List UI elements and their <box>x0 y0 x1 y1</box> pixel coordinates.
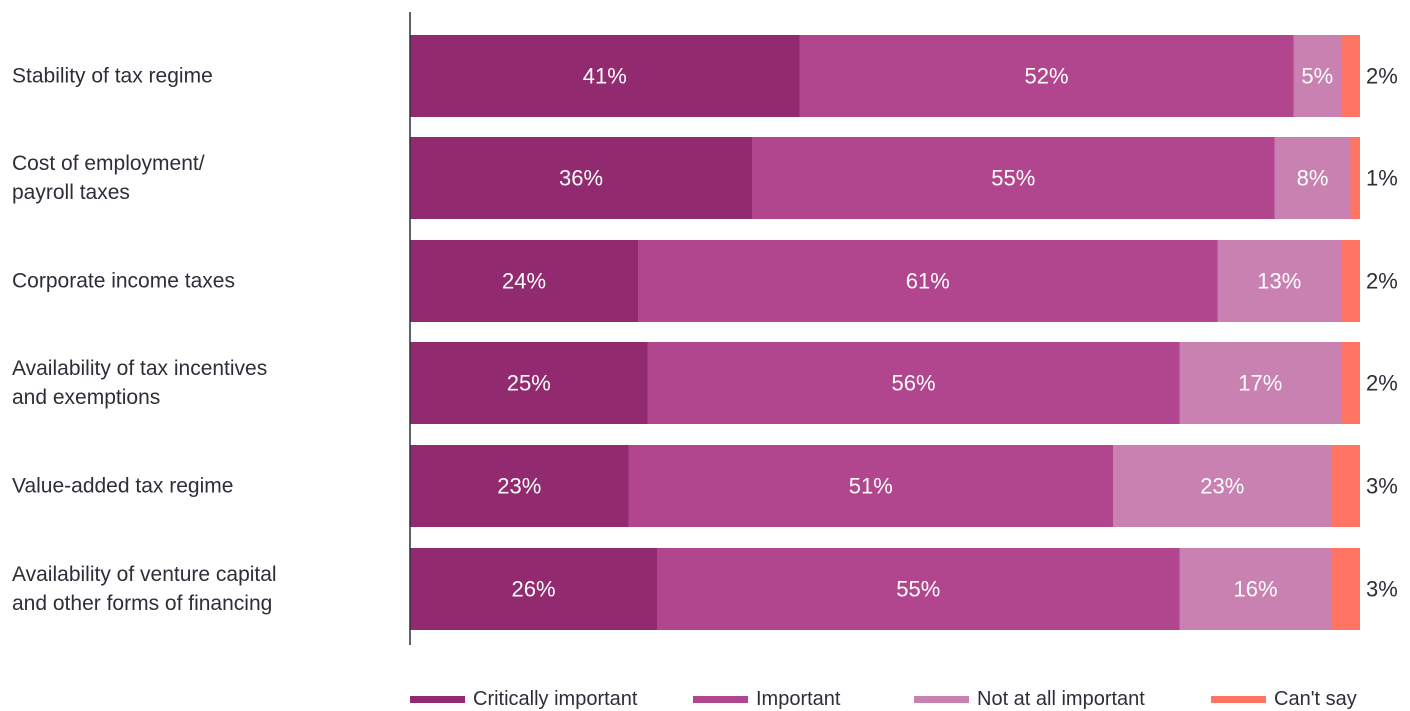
category-label: and exemptions <box>12 386 160 409</box>
bar-segment <box>1179 548 1332 630</box>
data-label: 36% <box>559 166 603 191</box>
legend-swatch <box>1211 696 1266 703</box>
data-label: 2% <box>1366 371 1398 396</box>
data-label: 13% <box>1257 269 1301 294</box>
category-label: Stability of tax regime <box>12 65 213 88</box>
bar-segment <box>1274 137 1351 219</box>
bar-segment <box>410 35 800 117</box>
legend-swatch <box>693 696 748 703</box>
data-label: 17% <box>1238 371 1282 396</box>
bar-segment <box>1341 342 1360 424</box>
bar-segment <box>638 240 1218 322</box>
data-label: 61% <box>906 269 950 294</box>
bar-segment <box>1350 137 1360 219</box>
bar-segment <box>410 342 648 424</box>
bar-segment <box>1217 240 1341 322</box>
legend-swatch <box>410 696 465 703</box>
bar-segment <box>410 137 752 219</box>
legend-label: Can't say <box>1274 688 1357 710</box>
bar-segment <box>1341 35 1360 117</box>
category-label: Availability of tax incentives <box>12 357 267 380</box>
category-label: and other forms of financing <box>12 592 272 615</box>
data-label: 3% <box>1366 474 1398 499</box>
category-labels-group: Stability of tax regime Cost of employmen… <box>12 65 277 616</box>
legend-label: Critically important <box>473 688 638 710</box>
bars-group: 41% 52% 5% 2% 36% 55% 8% 1% 24% 61% 13% 2% 25% 56% 17%… <box>410 35 1398 630</box>
bar-segment <box>410 240 638 322</box>
bar-segment <box>410 445 629 527</box>
category-label: Cost of employment/ <box>12 152 205 175</box>
data-label: 52% <box>1024 64 1068 89</box>
data-label: 55% <box>991 166 1035 191</box>
data-label: 1% <box>1366 166 1398 191</box>
bar-segment <box>410 548 657 630</box>
bar-segment <box>1331 548 1360 630</box>
data-label: 25% <box>507 371 551 396</box>
legend-swatch <box>914 696 969 703</box>
category-label: Corporate income taxes <box>12 270 235 293</box>
bar-segment <box>647 342 1180 424</box>
data-label: 26% <box>511 577 555 602</box>
data-label: 3% <box>1366 577 1398 602</box>
data-label: 41% <box>583 64 627 89</box>
data-label: 56% <box>891 371 935 396</box>
data-label: 23% <box>497 474 541 499</box>
bar-segment <box>799 35 1294 117</box>
data-label: 51% <box>849 474 893 499</box>
data-label: 5% <box>1301 64 1333 89</box>
bar-segment <box>1293 35 1341 117</box>
bar-segment <box>657 548 1180 630</box>
data-label: 24% <box>502 269 546 294</box>
legend-label: Important <box>756 688 841 710</box>
data-label: 23% <box>1200 474 1244 499</box>
category-label: Value-added tax regime <box>12 475 233 498</box>
bar-segment <box>1331 445 1360 527</box>
bar-segment <box>1113 445 1332 527</box>
data-label: 55% <box>896 577 940 602</box>
bar-segment <box>1341 240 1360 322</box>
data-label: 2% <box>1366 64 1398 89</box>
legend-label: Not at all important <box>977 688 1145 710</box>
category-label: payroll taxes <box>12 181 130 204</box>
category-label: Availability of venture capital <box>12 563 277 586</box>
data-label: 2% <box>1366 269 1398 294</box>
legend: Critically important Important Not at all … <box>410 688 1357 710</box>
bar-segment <box>752 137 1275 219</box>
bar-segment <box>628 445 1113 527</box>
bar-segment <box>1179 342 1341 424</box>
data-label: 8% <box>1297 166 1329 191</box>
data-label: 16% <box>1233 577 1277 602</box>
